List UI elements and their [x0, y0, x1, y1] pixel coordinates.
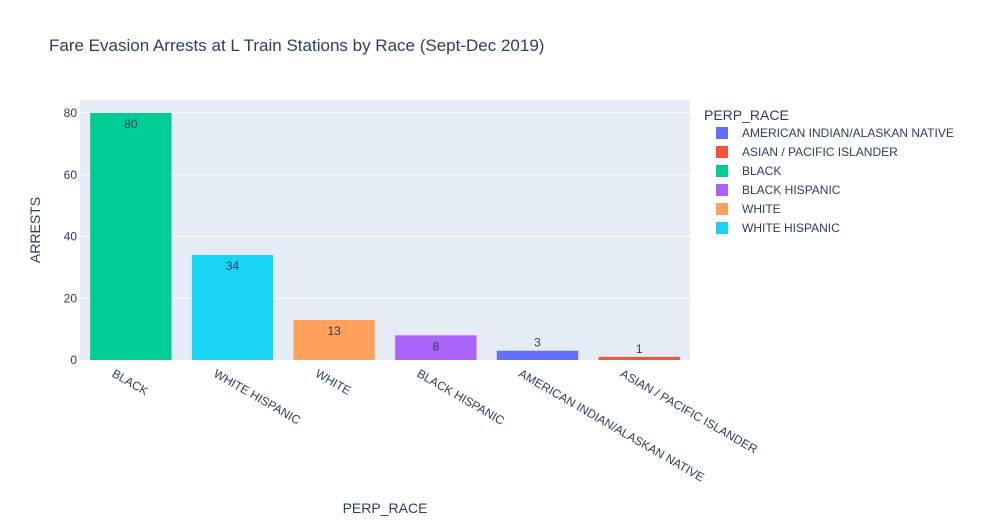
gridlines — [80, 112, 690, 299]
x-axis-ticks: BLACK WHITE HISPANIC WHITE BLACK HISPANIC AM… — [110, 366, 761, 484]
x-tick-label: BLACK — [110, 366, 151, 398]
legend: PERP_RACE AMERICAN INDIAN/ALASKAN NATIVE… — [704, 107, 954, 235]
x-tick-label: WHITE — [313, 366, 353, 397]
legend-items: AMERICAN INDIAN/ALASKAN NATIVE ASIAN / PA… — [716, 126, 954, 235]
legend-swatch[interactable] — [716, 127, 728, 139]
bar[interactable] — [191, 255, 274, 360]
x-tick-label: WHITE HISPANIC — [211, 366, 303, 427]
y-tick-label: 80 — [64, 106, 78, 120]
legend-swatch[interactable] — [716, 222, 728, 234]
bar-value-label: 1 — [636, 342, 643, 356]
y-tick-label: 40 — [64, 230, 78, 244]
x-tick-label: BLACK HISPANIC — [415, 366, 508, 428]
x-tick-label: AMERICAN INDIAN/ALASKAN NATIVE — [516, 366, 706, 484]
bar-labels: 80 34 13 8 3 1 — [124, 117, 643, 356]
bar[interactable] — [395, 335, 477, 360]
legend-label[interactable]: WHITE HISPANIC — [742, 221, 840, 235]
bar[interactable] — [598, 356, 680, 360]
legend-swatch[interactable] — [716, 203, 728, 215]
bar[interactable] — [293, 319, 375, 360]
plot-area — [80, 100, 690, 360]
legend-label[interactable]: BLACK — [742, 164, 781, 178]
bar-value-label: 80 — [124, 117, 138, 131]
y-axis-ticks: 0 20 40 60 80 — [64, 106, 78, 367]
chart-title: Fare Evasion Arrests at L Train Stations… — [49, 36, 544, 55]
legend-swatch[interactable] — [716, 184, 728, 196]
bar-value-label: 8 — [432, 339, 439, 353]
x-axis-title: PERP_RACE — [343, 500, 428, 516]
legend-label[interactable]: WHITE — [742, 202, 781, 216]
y-tick-label: 60 — [64, 168, 78, 182]
bar[interactable] — [90, 113, 172, 360]
bar[interactable] — [496, 350, 579, 360]
legend-title: PERP_RACE — [704, 107, 789, 123]
y-axis-title: ARRESTS — [27, 197, 43, 263]
legend-swatch[interactable] — [716, 146, 728, 158]
legend-label[interactable]: BLACK HISPANIC — [742, 183, 841, 197]
legend-label[interactable]: AMERICAN INDIAN/ALASKAN NATIVE — [742, 126, 954, 140]
bars — [90, 113, 680, 360]
bar-value-label: 3 — [534, 336, 541, 350]
legend-swatch[interactable] — [716, 165, 728, 177]
bar-value-label: 34 — [226, 259, 240, 273]
y-tick-label: 20 — [64, 291, 78, 305]
legend-label[interactable]: ASIAN / PACIFIC ISLANDER — [742, 145, 898, 159]
bar-value-label: 13 — [327, 324, 341, 338]
y-tick-label: 0 — [70, 353, 77, 367]
